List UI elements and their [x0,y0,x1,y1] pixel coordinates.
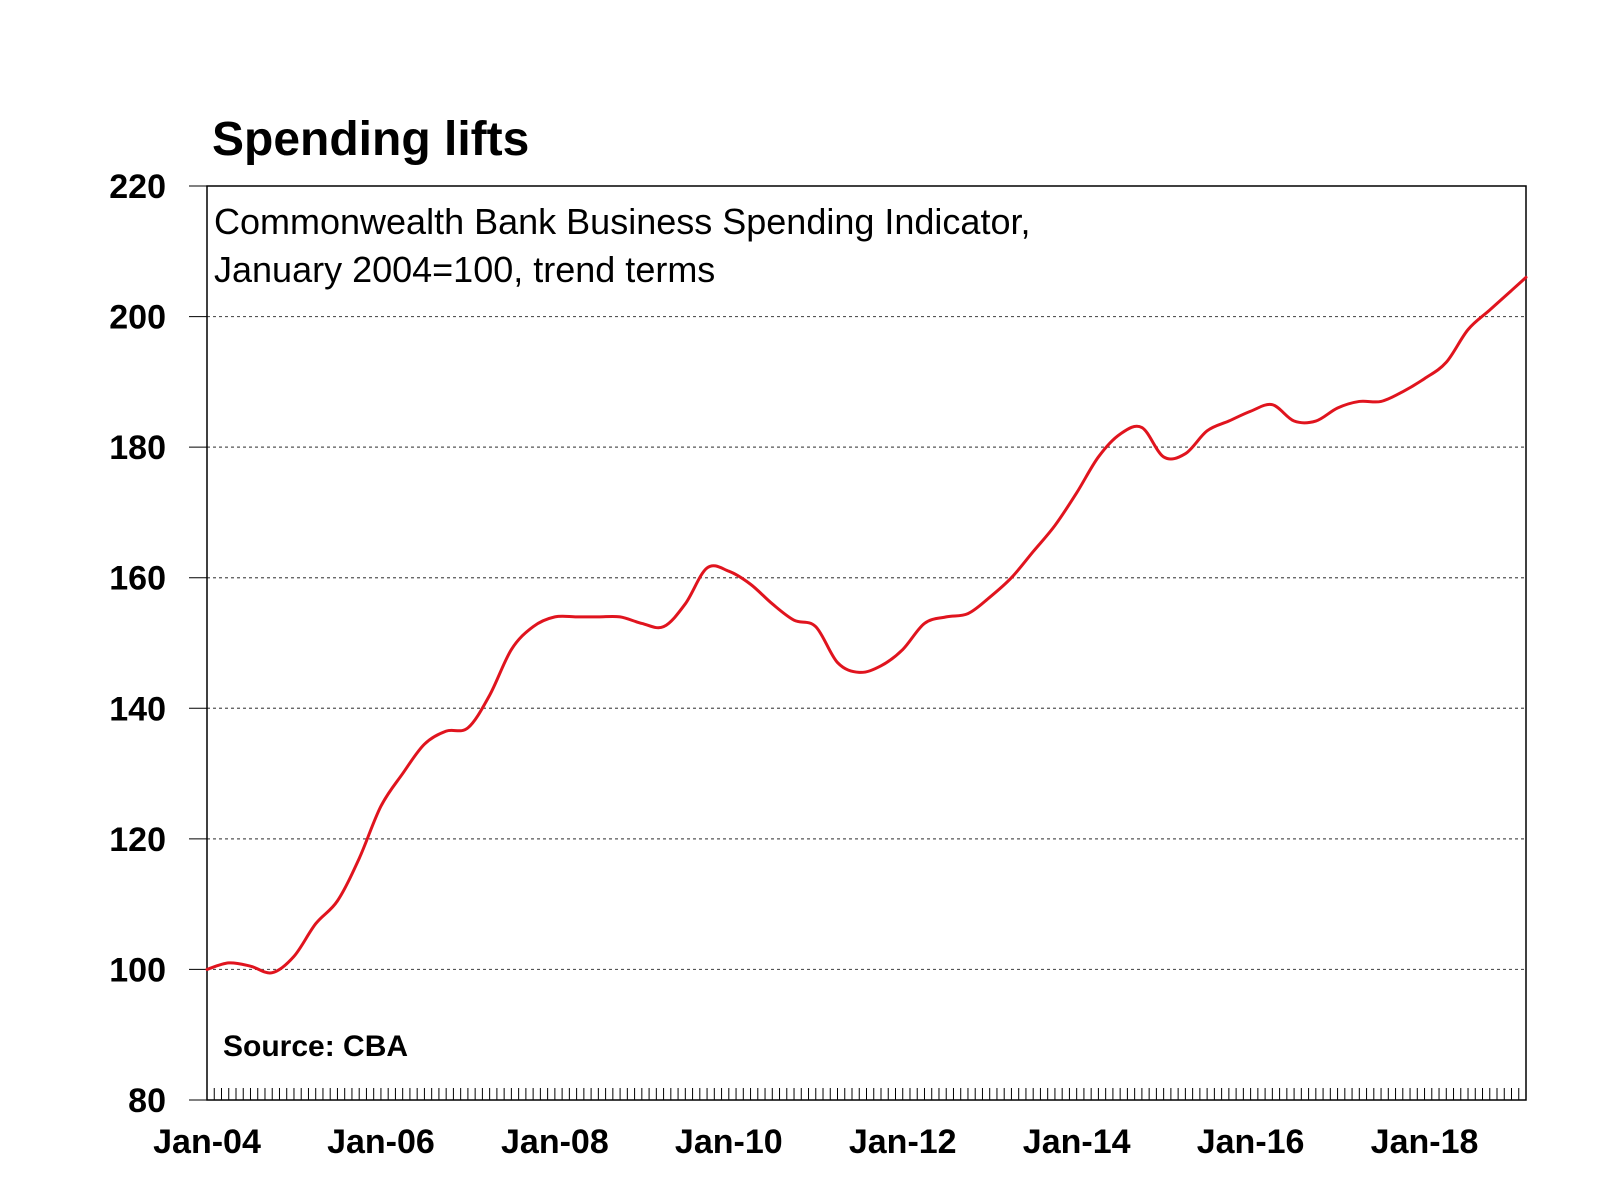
x-tick-label: Jan-14 [1023,1123,1131,1161]
y-tick-label: 120 [109,821,166,859]
gridlines [207,315,1526,971]
x-tick-label: Jan-18 [1371,1123,1479,1161]
y-tick-label: 140 [109,690,166,728]
source-note: Source: CBA [223,1030,408,1063]
x-axis-minor-ticks [206,1088,1527,1100]
y-tick-label: 80 [128,1082,166,1120]
x-tick-label: Jan-04 [153,1123,261,1161]
chart-title: Spending lifts [212,113,529,166]
x-tick-label: Jan-06 [327,1123,435,1161]
x-tick-label: Jan-10 [675,1123,783,1161]
chart-subtitle-line-2: January 2004=100, trend terms [214,249,715,290]
x-tick-label: Jan-08 [501,1123,609,1161]
chart-subtitle-line-1: Commonwealth Bank Business Spending Indi… [214,201,1030,242]
x-tick-label: Jan-16 [1197,1123,1305,1161]
y-tick-label: 180 [109,429,166,467]
series-line [205,275,1528,975]
y-tick-label: 100 [109,951,166,989]
x-tick-label: Jan-12 [849,1123,957,1161]
x-axis-ticks: Jan-04 Jan-06 Jan-08 Jan-10 Jan-12 Jan-14 Jan-… [153,1123,1478,1161]
y-tick-label: 220 [109,168,166,206]
plot-frame [206,185,1527,1101]
y-tick-label: 200 [109,299,166,337]
y-tick-label: 160 [109,560,166,598]
y-axis-ticks: 80 100 120 140 160 180 200 220 [109,168,207,1120]
